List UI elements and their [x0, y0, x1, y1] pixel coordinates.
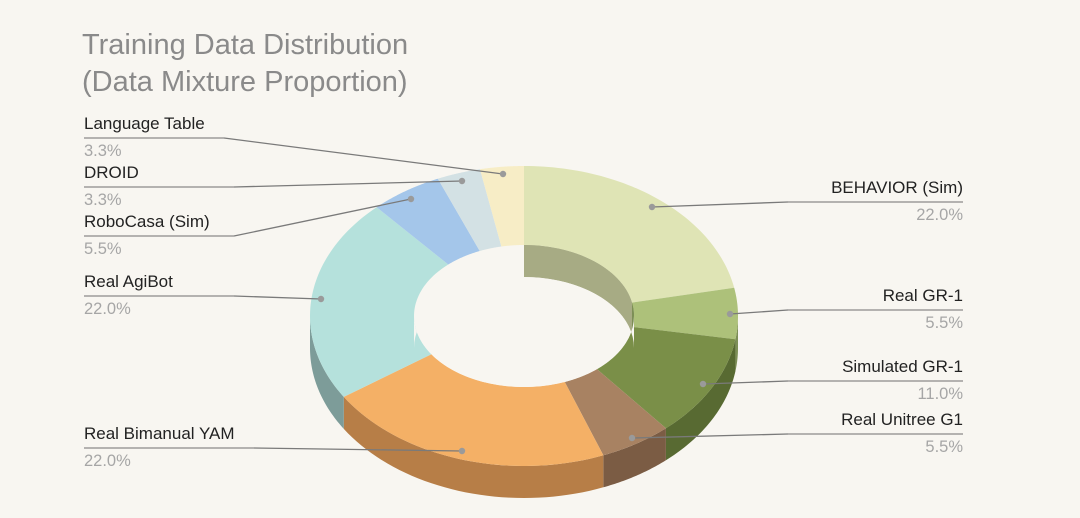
slice-droid	[437, 169, 502, 252]
donut-side-walls	[310, 316, 738, 498]
label-simulated-gr-1: Simulated GR-1 11.0%	[699, 357, 963, 403]
slice-label: Language Table	[84, 114, 205, 133]
label-droid: DROID 3.3%	[84, 163, 466, 209]
slice-label: Real AgiBot	[84, 272, 173, 291]
slice-labels: BEHAVIOR (Sim) 22.0% Real GR-1 5.5% Simulate…	[84, 114, 963, 470]
slice-side-real-bimanual-yam	[343, 396, 604, 498]
leader-line	[702, 380, 789, 385]
slice-value: 5.5%	[84, 240, 122, 258]
slice-label: RoboCasa (Sim)	[84, 212, 210, 231]
slice-label: Real GR-1	[883, 286, 963, 305]
label-language-table: Language Table 3.3%	[84, 114, 507, 178]
leader-dot	[458, 177, 466, 185]
leader-dot	[628, 434, 636, 442]
slice-real-agibot	[310, 207, 449, 397]
label-real-gr-1: Real GR-1 5.5%	[726, 286, 963, 332]
slice-label: DROID	[84, 163, 139, 182]
leader-dot	[407, 195, 415, 203]
slice-real-unitree-g1	[564, 369, 666, 456]
hole-wall-top-behavior-sim	[524, 245, 633, 335]
leader-dot	[648, 203, 656, 211]
leader-dot	[458, 447, 466, 455]
donut-slices	[310, 166, 738, 466]
leader-line	[223, 137, 504, 175]
chart-title-line-1: Training Data Distribution	[82, 29, 408, 61]
slice-simulated-gr-1	[596, 326, 736, 429]
slice-side-simulated-gr-1	[665, 339, 736, 461]
slice-value: 3.3%	[84, 142, 122, 160]
leader-line	[233, 180, 463, 188]
leader-dot	[499, 170, 507, 178]
slice-value: 11.0%	[917, 385, 963, 403]
leader-line	[233, 198, 412, 237]
label-behavior-sim: BEHAVIOR (Sim) 22.0%	[648, 178, 963, 224]
hole-opening	[414, 277, 634, 387]
chart-title-line-2: (Data Mixture Proportion)	[82, 66, 408, 98]
slice-behavior-sim	[524, 166, 735, 303]
slice-side-real-gr-1	[735, 316, 738, 372]
slice-language-table	[479, 166, 524, 247]
slice-value: 22.0%	[84, 452, 131, 470]
slice-label: Real Bimanual YAM	[84, 424, 235, 443]
slice-value: 5.5%	[925, 438, 963, 456]
label-real-bimanual-yam: Real Bimanual YAM 22.0%	[84, 424, 466, 470]
leader-dot	[317, 295, 325, 303]
slice-label: BEHAVIOR (Sim)	[831, 178, 963, 197]
leader-line	[253, 447, 463, 452]
label-robocasa-sim: RoboCasa (Sim) 5.5%	[84, 195, 415, 258]
label-real-unitree-g1: Real Unitree G1 5.5%	[628, 410, 963, 456]
slice-value: 5.5%	[925, 314, 963, 332]
slice-value: 22.0%	[916, 206, 963, 224]
slice-value: 22.0%	[84, 300, 131, 318]
leader-dot	[699, 380, 707, 388]
leader-line	[233, 295, 322, 300]
slice-real-gr-1	[632, 287, 738, 340]
slice-side-real-unitree-g1	[603, 428, 666, 488]
slice-side-real-agibot	[310, 316, 344, 429]
leader-line	[651, 201, 789, 208]
label-real-agibot: Real AgiBot 22.0%	[84, 272, 325, 318]
slice-real-bimanual-yam	[343, 354, 604, 466]
slice-value: 3.3%	[84, 191, 122, 209]
leader-line	[631, 433, 789, 439]
slice-label: Real Unitree G1	[841, 410, 963, 429]
leader-line	[729, 309, 789, 315]
leader-dot	[726, 310, 734, 318]
slice-label: Simulated GR-1	[842, 357, 963, 376]
